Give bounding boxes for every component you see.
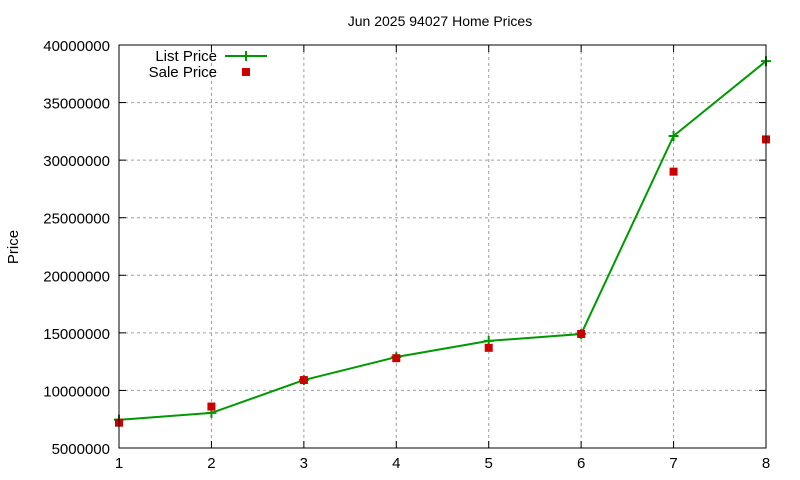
x-tick-label: 8 xyxy=(762,455,770,472)
y-tick-label: 10000000 xyxy=(43,383,110,400)
x-tick-label: 2 xyxy=(207,455,215,472)
y-axis-ticks: 5000000 10000000 15000000 20000000 25000000 3… xyxy=(43,38,766,458)
square-marker-icon xyxy=(669,167,678,176)
square-marker-icon xyxy=(577,330,586,339)
y-tick-label: 15000000 xyxy=(43,326,110,343)
square-marker-icon xyxy=(392,354,401,363)
chart-title: Jun 2025 94027 Home Prices xyxy=(348,13,532,29)
y-tick-label: 5000000 xyxy=(52,441,110,458)
x-axis-ticks: 1 2 3 4 5 6 7 8 xyxy=(115,45,770,472)
x-tick-label: 7 xyxy=(669,455,677,472)
legend-label: Sale Price xyxy=(149,64,217,81)
series-sale-price xyxy=(115,135,770,427)
square-marker-icon xyxy=(484,343,493,352)
square-marker-icon xyxy=(207,402,216,411)
plot-frame xyxy=(118,44,767,449)
y-tick-label: 25000000 xyxy=(43,211,110,228)
y-tick-label: 20000000 xyxy=(43,268,110,285)
x-tick-label: 3 xyxy=(300,455,308,472)
plus-marker-icon xyxy=(241,51,251,61)
data-series xyxy=(114,56,771,427)
x-tick-label: 1 xyxy=(115,455,123,472)
grid-lines xyxy=(119,45,766,448)
legend-label: List Price xyxy=(155,48,217,65)
square-marker-icon xyxy=(299,376,308,385)
y-tick-label: 35000000 xyxy=(43,96,110,113)
x-tick-label: 4 xyxy=(392,455,400,472)
square-marker-icon xyxy=(242,68,250,76)
plus-marker-icon xyxy=(668,130,679,141)
x-tick-label: 6 xyxy=(577,455,585,472)
y-tick-label: 40000000 xyxy=(43,38,110,55)
series-list-price xyxy=(114,56,771,425)
y-axis-label: Price xyxy=(5,230,22,264)
y-tick-label: 30000000 xyxy=(43,153,110,170)
x-tick-label: 5 xyxy=(485,455,493,472)
